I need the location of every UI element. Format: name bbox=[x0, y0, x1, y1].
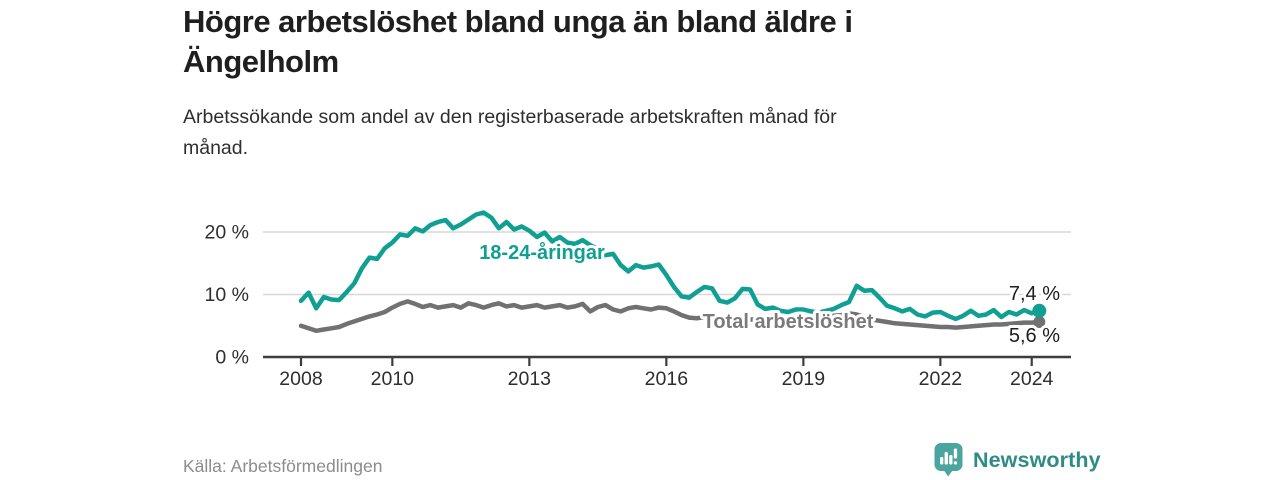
y-tick-label: 10 % bbox=[205, 284, 249, 306]
x-tick-label: 2016 bbox=[645, 368, 688, 390]
page-title-line2: Ängelholm bbox=[183, 44, 339, 79]
page-subtitle-line2: månad. bbox=[183, 137, 249, 159]
series-line-total bbox=[298, 299, 1042, 334]
x-tick-label: 2008 bbox=[279, 368, 322, 390]
series-label-youth: 18-24-åringar bbox=[479, 241, 605, 264]
series-end-dot-total bbox=[1033, 316, 1046, 328]
end-value-total: 5,6 % bbox=[1009, 325, 1060, 347]
source-attribution: Källa: Arbetsförmedlingen bbox=[183, 456, 383, 476]
series-line-youth bbox=[298, 210, 1042, 322]
page-title-line1: Högre arbetslöshet bland unga än bland ä… bbox=[183, 4, 853, 39]
page-title: Högre arbetslöshet bland unga än bland ä… bbox=[183, 2, 1083, 82]
y-tick-label: 0 % bbox=[215, 347, 249, 369]
y-axis-labels: 0 % 10 % 20 % bbox=[205, 222, 249, 369]
page-subtitle-line1: Arbetssökande som andel av den registerb… bbox=[183, 106, 837, 128]
brand-wordmark: Newsworthy bbox=[973, 447, 1101, 472]
bar-chart-speech-bubble-icon bbox=[934, 443, 963, 477]
series-end-dot-youth bbox=[1032, 303, 1047, 318]
series-label-total: Total arbetslöshet bbox=[703, 311, 874, 333]
x-axis-labels: 2008 2010 2013 2016 2019 2022 2024 bbox=[279, 368, 1053, 390]
x-axis bbox=[299, 358, 1033, 366]
x-tick-label: 2010 bbox=[371, 368, 415, 390]
gridlines bbox=[263, 231, 1071, 359]
brand-logo: Newsworthy bbox=[934, 442, 1101, 478]
x-tick-label: 2019 bbox=[782, 368, 825, 390]
y-tick-label: 20 % bbox=[205, 222, 249, 244]
x-tick-label: 2013 bbox=[508, 368, 551, 390]
x-tick-label: 2024 bbox=[1010, 368, 1054, 390]
x-tick-label: 2022 bbox=[919, 368, 962, 390]
page-subtitle: Arbetssökande som andel av den registerb… bbox=[183, 102, 1103, 164]
end-value-youth: 7,4 % bbox=[1009, 283, 1060, 305]
